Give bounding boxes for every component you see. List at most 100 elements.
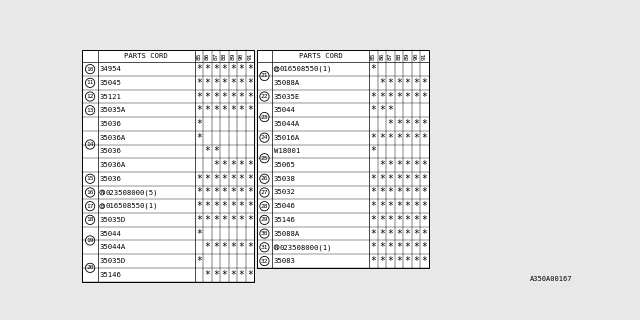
Text: 85: 85 [196, 52, 202, 60]
Text: *: * [221, 105, 227, 115]
Text: *: * [221, 242, 227, 252]
Text: *: * [379, 256, 385, 266]
Text: 13: 13 [86, 108, 94, 113]
Text: 26: 26 [260, 176, 268, 181]
Text: *: * [404, 133, 410, 143]
Text: *: * [379, 242, 385, 252]
Text: 91: 91 [422, 52, 427, 60]
Text: *: * [422, 215, 428, 225]
Text: *: * [213, 64, 219, 74]
Text: A350A00167: A350A00167 [530, 276, 572, 283]
Text: *: * [230, 215, 236, 225]
Text: *: * [371, 174, 376, 184]
Text: 35044A: 35044A [274, 121, 300, 127]
Text: 27: 27 [260, 190, 268, 195]
Text: PARTS CORD: PARTS CORD [124, 53, 168, 59]
Text: 85: 85 [371, 52, 376, 60]
Text: *: * [371, 105, 376, 115]
Text: *: * [196, 119, 202, 129]
Text: *: * [379, 105, 385, 115]
Text: *: * [239, 160, 244, 170]
Text: *: * [213, 146, 219, 156]
Text: *: * [221, 270, 227, 280]
Text: *: * [247, 242, 253, 252]
Text: *: * [196, 256, 202, 266]
Text: *: * [422, 119, 428, 129]
Text: *: * [230, 174, 236, 184]
Text: *: * [371, 228, 376, 239]
Text: *: * [371, 133, 376, 143]
Text: *: * [396, 160, 402, 170]
Text: *: * [387, 201, 394, 211]
Text: *: * [371, 188, 376, 197]
Text: *: * [205, 188, 211, 197]
Text: *: * [221, 78, 227, 88]
Text: *: * [413, 256, 419, 266]
Text: *: * [387, 256, 394, 266]
Text: 35088A: 35088A [274, 80, 300, 86]
Text: *: * [413, 201, 419, 211]
Text: 35083: 35083 [274, 258, 296, 264]
Text: *: * [239, 64, 244, 74]
Text: 35035D: 35035D [99, 217, 125, 223]
Text: 28: 28 [260, 204, 268, 209]
Text: 22: 22 [260, 94, 268, 99]
Text: *: * [213, 201, 219, 211]
Text: 86: 86 [380, 52, 385, 60]
Text: *: * [413, 133, 419, 143]
Text: 35036: 35036 [99, 121, 121, 127]
Text: *: * [230, 105, 236, 115]
Text: 11: 11 [86, 80, 94, 85]
Text: *: * [422, 242, 428, 252]
Text: *: * [379, 215, 385, 225]
Text: *: * [205, 146, 211, 156]
Text: *: * [196, 78, 202, 88]
Text: *: * [196, 228, 202, 239]
Text: *: * [396, 174, 402, 184]
Text: *: * [371, 201, 376, 211]
Text: 35036A: 35036A [99, 135, 125, 141]
Text: *: * [404, 78, 410, 88]
Text: *: * [404, 188, 410, 197]
Text: 35044: 35044 [274, 107, 296, 113]
Text: 35146: 35146 [274, 217, 296, 223]
Text: *: * [239, 78, 244, 88]
Text: *: * [221, 188, 227, 197]
Text: *: * [396, 215, 402, 225]
Text: 86: 86 [205, 52, 210, 60]
Text: *: * [247, 201, 253, 211]
Text: *: * [247, 160, 253, 170]
Text: *: * [413, 78, 419, 88]
Text: *: * [396, 188, 402, 197]
Text: *: * [213, 174, 219, 184]
Text: 023508000(1): 023508000(1) [280, 244, 332, 251]
Text: *: * [413, 160, 419, 170]
Text: *: * [213, 270, 219, 280]
Text: *: * [247, 270, 253, 280]
Text: *: * [413, 92, 419, 101]
Bar [83, 50, 254, 282]
Text: *: * [371, 146, 376, 156]
Text: 35121: 35121 [99, 93, 121, 100]
Text: 35032: 35032 [274, 189, 296, 196]
Text: N: N [275, 245, 278, 250]
Text: *: * [239, 92, 244, 101]
Text: *: * [413, 215, 419, 225]
Text: 18: 18 [86, 217, 94, 222]
Text: *: * [196, 174, 202, 184]
Text: 016508550(1): 016508550(1) [280, 66, 332, 72]
Text: *: * [387, 78, 394, 88]
Text: 12: 12 [86, 94, 94, 99]
Text: *: * [196, 64, 202, 74]
Text: 35044: 35044 [99, 231, 121, 236]
Text: 35065: 35065 [274, 162, 296, 168]
Text: *: * [205, 270, 211, 280]
Text: *: * [396, 119, 402, 129]
Text: 91: 91 [248, 52, 253, 60]
Text: *: * [396, 201, 402, 211]
Text: *: * [396, 228, 402, 239]
Text: *: * [371, 215, 376, 225]
Text: *: * [396, 242, 402, 252]
Text: *: * [213, 78, 219, 88]
Text: 34954: 34954 [99, 66, 121, 72]
